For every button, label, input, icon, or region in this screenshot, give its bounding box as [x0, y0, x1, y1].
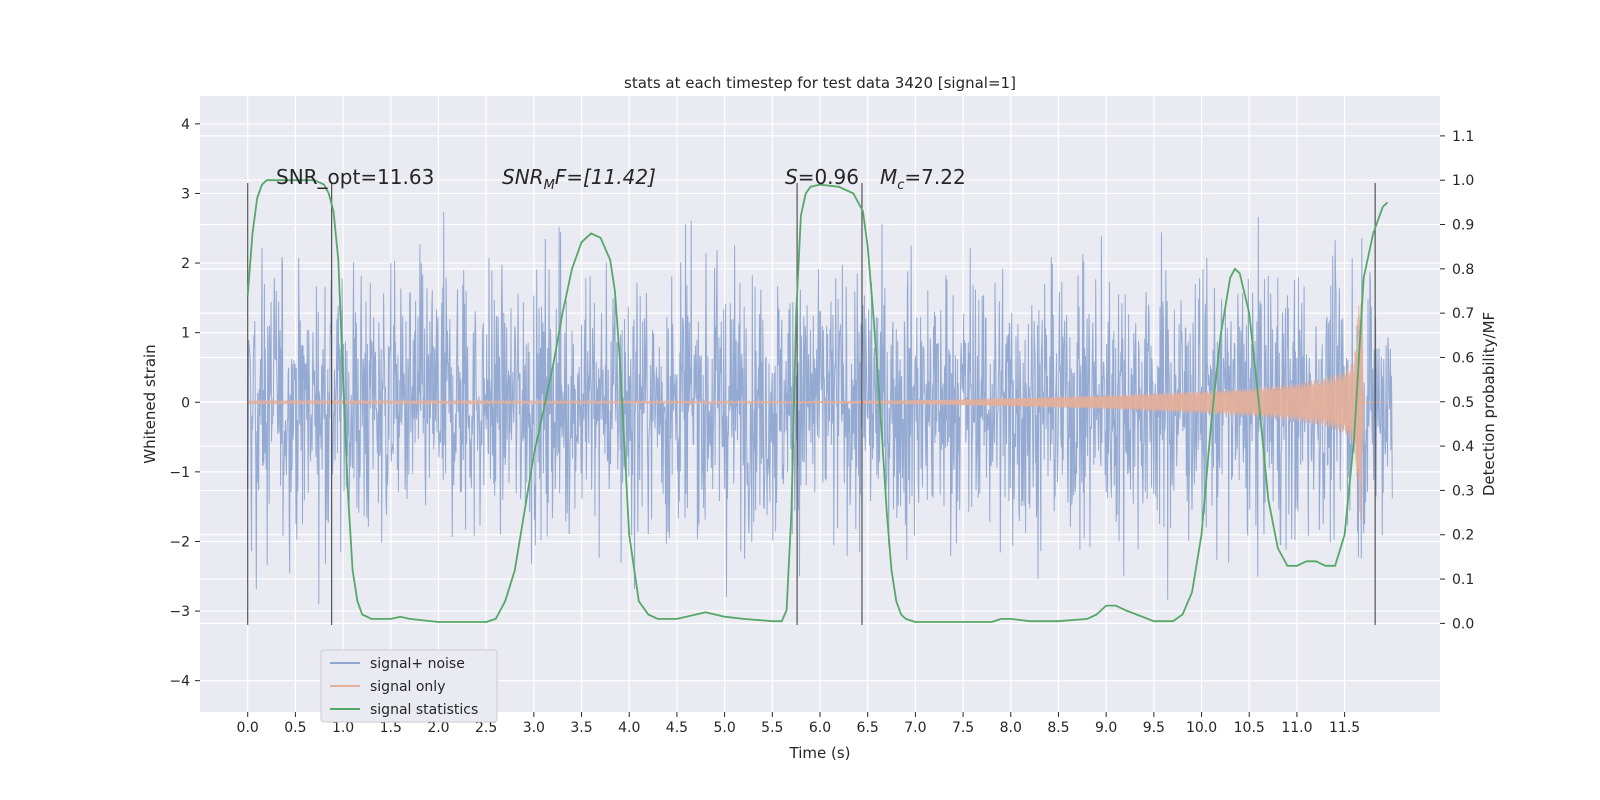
y-axis-right-ticks: 0.0 0.1 0.2 0.3 0.4 0.5 0.6 0.7 0.8 0.9 1.0 1.1 — [1440, 129, 1474, 632]
x-tick-label-5: 2.5 — [475, 720, 497, 736]
y-axis-label: Whitened strain — [141, 344, 159, 463]
x-tick-label-4: 2.0 — [427, 720, 449, 736]
y-right-tick-label-3: 0.3 — [1452, 483, 1474, 499]
x-tick-label-1: 0.5 — [284, 720, 306, 736]
y-right-tick-label-4: 0.4 — [1452, 439, 1474, 455]
y-tick-label-5: 1 — [181, 326, 190, 342]
x-tick-label-21: 10.5 — [1234, 720, 1265, 736]
annotation-s-value: =0.96 — [798, 165, 859, 189]
x-tick-label-7: 3.5 — [570, 720, 592, 736]
y-axis-right-label: Detection probability/MF — [1480, 312, 1498, 496]
y-right-tick-label-10: 1.0 — [1452, 173, 1474, 189]
x-tick-label-18: 9.0 — [1095, 720, 1117, 736]
x-tick-label-11: 5.5 — [761, 720, 783, 736]
y-tick-label-6: 2 — [181, 256, 190, 272]
y-right-tick-label-7: 0.7 — [1452, 306, 1474, 322]
x-tick-label-13: 6.5 — [857, 720, 879, 736]
x-tick-label-16: 8.0 — [1000, 720, 1022, 736]
y-right-tick-label-9: 0.9 — [1452, 218, 1474, 234]
series-signal-noise — [247, 212, 1393, 605]
x-tick-label-15: 7.5 — [952, 720, 974, 736]
y-tick-label-8: 4 — [181, 117, 190, 133]
legend: signal+ noise signal only signal statist… — [320, 649, 498, 723]
x-tick-label-2: 1.0 — [332, 720, 354, 736]
y-tick-label-3: −1 — [169, 465, 190, 481]
x-tick-label-0: 0.0 — [237, 720, 259, 736]
x-tick-label-20: 10.0 — [1186, 720, 1217, 736]
x-tick-label-19: 9.5 — [1143, 720, 1165, 736]
legend-label-signal-statistics: signal statistics — [370, 702, 478, 718]
y-tick-label-2: −2 — [169, 534, 190, 550]
annotation-mc-symbol: M — [880, 165, 897, 189]
y-right-tick-label-1: 0.1 — [1452, 572, 1474, 588]
y-tick-label-0: −4 — [169, 674, 190, 690]
x-tick-label-17: 8.5 — [1047, 720, 1069, 736]
y-tick-label-7: 3 — [181, 186, 190, 202]
y-tick-label-4: 0 — [181, 395, 190, 411]
series-signal-statistics — [246, 179, 1389, 623]
annotation-snr-mf: SNRMF=[11.42] — [502, 165, 656, 193]
annotation-mc-value: =7.22 — [904, 165, 965, 189]
x-tick-label-10: 5.0 — [713, 720, 735, 736]
chart-title: stats at each timestep for test data 342… — [624, 74, 1016, 92]
x-tick-label-9: 4.5 — [666, 720, 688, 736]
y-right-tick-label-0: 0.0 — [1452, 616, 1474, 632]
vertical-markers — [247, 183, 1376, 625]
legend-box — [320, 649, 498, 723]
x-tick-label-23: 11.5 — [1329, 720, 1360, 736]
x-tick-label-8: 4.0 — [618, 720, 640, 736]
x-axis-label: Time (s) — [789, 744, 851, 762]
annotation-snr-opt: SNR_opt=11.63 — [276, 165, 434, 189]
x-tick-label-22: 11.0 — [1281, 720, 1312, 736]
x-axis-ticks: 0.0 0.5 1.0 1.5 2.0 2.5 3.0 3.5 4.0 4.5 5.0 5.5 6.0 6… — [237, 712, 1360, 736]
annotation-s: S=0.96 — [785, 165, 859, 189]
y-right-tick-label-5: 0.5 — [1452, 395, 1474, 411]
x-tick-label-12: 6.0 — [809, 720, 831, 736]
annotation-mc-subscript: c — [897, 178, 904, 193]
series-signal-only — [247, 304, 1388, 521]
legend-label-signal-noise: signal+ noise — [370, 656, 465, 672]
x-tick-label-3: 1.5 — [380, 720, 402, 736]
x-tick-label-6: 3.0 — [523, 720, 545, 736]
y-axis-ticks: −4 −3 −2 −1 0 1 2 3 4 — [169, 117, 200, 690]
annotation-snr-mf-value: F=[11.42] — [555, 165, 656, 189]
y-right-tick-label-6: 0.6 — [1452, 350, 1474, 366]
annotation-s-symbol: S — [785, 165, 798, 189]
y-tick-label-1: −3 — [169, 604, 190, 620]
signal-statistics-line — [246, 179, 1389, 623]
annotation-snr-mf-symbol: SNR — [502, 165, 544, 189]
signal-noise-line — [247, 212, 1393, 605]
y-right-tick-label-2: 0.2 — [1452, 528, 1474, 544]
annotation-snr-mf-subscript: M — [544, 178, 555, 193]
annotation-mc: Mc=7.22 — [880, 165, 966, 193]
legend-label-signal-only: signal only — [370, 679, 445, 695]
y-right-tick-label-8: 0.8 — [1452, 262, 1474, 278]
y-right-tick-label-11: 1.1 — [1452, 129, 1474, 145]
signal-only-line — [247, 304, 1388, 521]
x-tick-label-14: 7.0 — [904, 720, 926, 736]
